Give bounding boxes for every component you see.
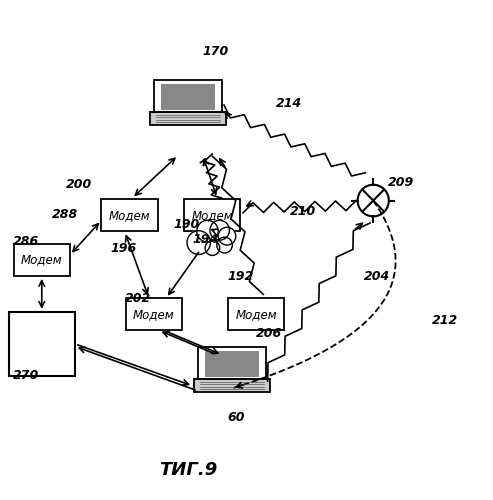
FancyBboxPatch shape — [184, 200, 241, 232]
FancyBboxPatch shape — [194, 379, 270, 392]
Text: 200: 200 — [66, 178, 92, 191]
Text: 202: 202 — [125, 292, 151, 305]
Text: 286: 286 — [12, 235, 39, 248]
Text: Модем: Модем — [21, 254, 63, 266]
Text: Модем: Модем — [133, 308, 175, 321]
FancyBboxPatch shape — [126, 298, 182, 330]
Text: 192: 192 — [227, 270, 253, 282]
Text: 206: 206 — [256, 326, 282, 340]
Text: 214: 214 — [276, 96, 302, 110]
Text: Модем: Модем — [192, 209, 233, 222]
Circle shape — [197, 220, 218, 242]
Circle shape — [210, 220, 229, 240]
FancyBboxPatch shape — [228, 298, 284, 330]
Text: 196: 196 — [110, 242, 136, 256]
FancyBboxPatch shape — [198, 346, 266, 382]
Text: 60: 60 — [227, 410, 245, 424]
Text: 210: 210 — [290, 206, 317, 218]
FancyBboxPatch shape — [102, 200, 158, 232]
Text: 204: 204 — [363, 270, 390, 282]
Circle shape — [217, 237, 232, 253]
FancyBboxPatch shape — [14, 244, 70, 276]
Text: 212: 212 — [432, 314, 458, 327]
Text: Модем: Модем — [108, 209, 150, 222]
FancyBboxPatch shape — [205, 352, 259, 376]
Text: 170: 170 — [203, 44, 229, 58]
Text: Модем: Модем — [236, 308, 277, 321]
Text: 288: 288 — [52, 208, 78, 221]
Text: 190: 190 — [174, 218, 200, 231]
Text: 270: 270 — [12, 368, 39, 382]
FancyBboxPatch shape — [150, 112, 226, 124]
FancyBboxPatch shape — [154, 80, 222, 115]
Circle shape — [218, 228, 236, 245]
Text: 194: 194 — [193, 232, 219, 245]
FancyBboxPatch shape — [9, 312, 74, 376]
Circle shape — [205, 240, 220, 256]
FancyBboxPatch shape — [161, 84, 215, 110]
Text: ΤИГ.9: ΤИГ.9 — [159, 461, 217, 479]
Text: 209: 209 — [388, 176, 414, 188]
Circle shape — [187, 230, 211, 254]
